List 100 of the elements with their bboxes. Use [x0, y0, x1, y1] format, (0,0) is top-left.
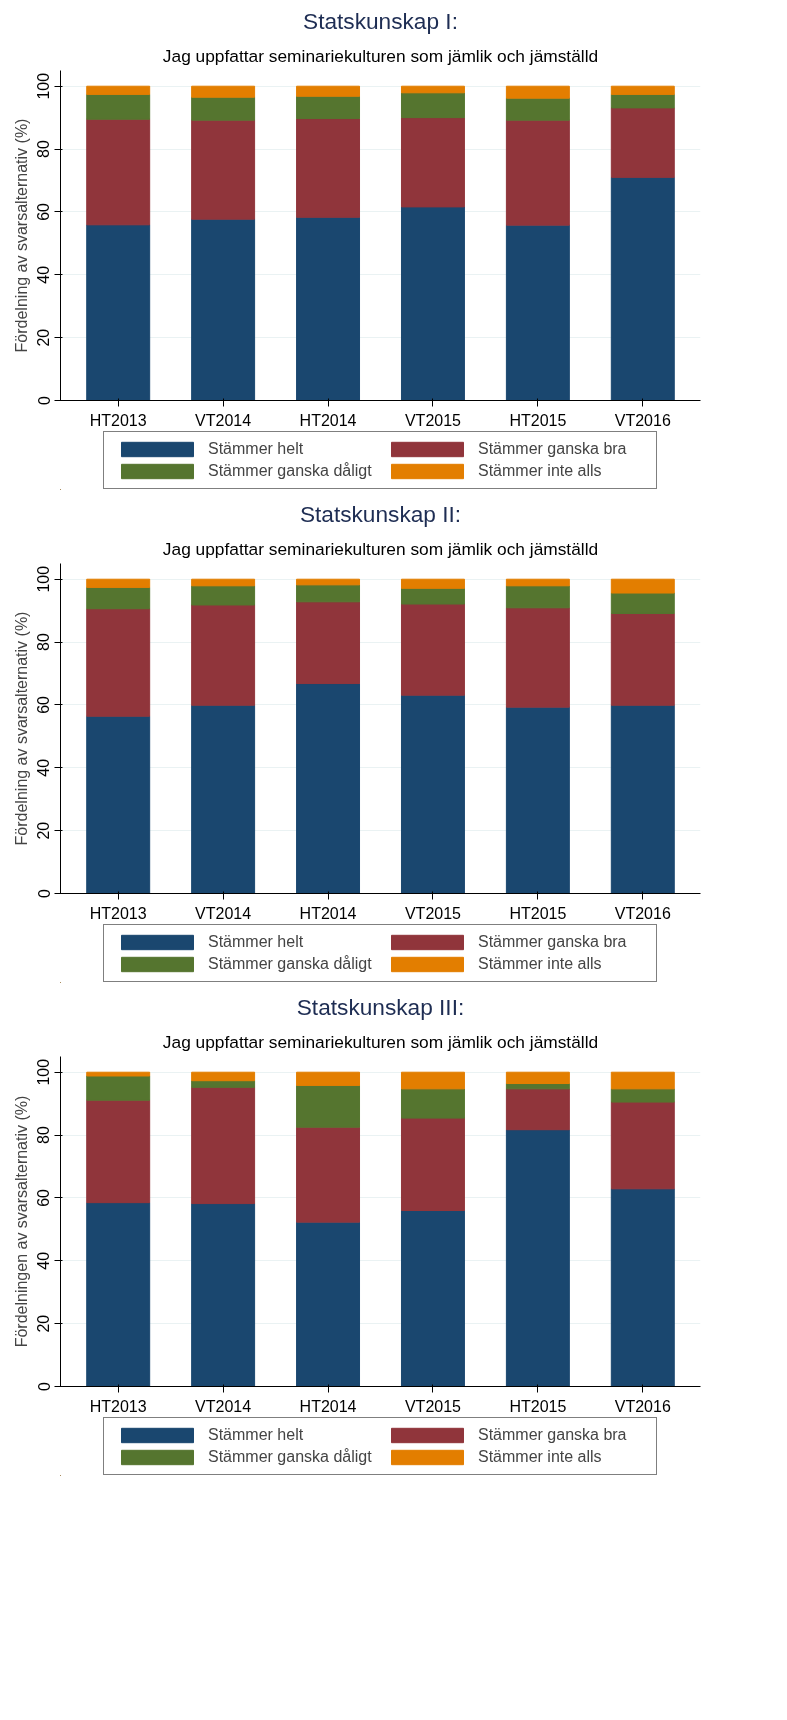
- bar: [191, 604, 256, 706]
- bar: [610, 612, 675, 706]
- bar: [505, 1129, 570, 1387]
- bar: [191, 85, 256, 98]
- bar: [505, 85, 570, 99]
- bar: [610, 592, 675, 614]
- bar: [296, 601, 361, 685]
- bar: [86, 1075, 151, 1101]
- bar: [610, 1088, 675, 1103]
- bar: [296, 683, 361, 894]
- bar: [191, 218, 256, 401]
- bar: [505, 585, 570, 609]
- x-tick-label: VT2015: [404, 1397, 462, 1415]
- x-tick-label: VT2015: [404, 904, 462, 922]
- bar: [610, 704, 675, 894]
- bar: [400, 587, 465, 605]
- bar: [191, 1080, 256, 1088]
- x-tick-label: HT2015: [509, 904, 567, 922]
- y-tick-label: 0: [35, 395, 53, 405]
- bar: [400, 1088, 465, 1119]
- bar: [296, 85, 361, 97]
- bar: [505, 706, 570, 894]
- bar: [86, 1202, 151, 1387]
- x-tick-label: HT2014: [299, 904, 357, 922]
- x-tick-label: HT2014: [299, 411, 357, 429]
- legend-label: Stämmer ganska dåligt: [208, 1448, 373, 1466]
- bar: [191, 1203, 256, 1387]
- bar: [505, 97, 570, 121]
- y-axis-title: Fördelningen av svarsalternativ (%): [12, 1095, 30, 1348]
- bar: [86, 93, 151, 120]
- y-tick-label: 20: [35, 821, 53, 840]
- x-tick-label: HT2013: [89, 904, 147, 922]
- bar: [505, 1071, 570, 1085]
- bar: [610, 1071, 675, 1090]
- bar: [191, 704, 256, 894]
- y-tick-label: 80: [35, 1126, 53, 1144]
- bar: [86, 1099, 151, 1204]
- bar: [191, 1086, 256, 1205]
- bar: [610, 1101, 675, 1190]
- bar: [86, 608, 151, 717]
- legend-label: Stämmer inte alls: [478, 462, 603, 480]
- y-tick-label: 40: [35, 1251, 53, 1270]
- y-tick-label: 100: [35, 565, 53, 593]
- bar: [505, 119, 570, 226]
- y-tick-label: 20: [35, 328, 53, 347]
- x-tick-label: HT2015: [509, 411, 567, 429]
- bar: [610, 85, 675, 95]
- bar: [296, 578, 361, 586]
- x-tick-label: VT2014: [195, 904, 252, 922]
- x-tick-label: HT2015: [509, 1397, 567, 1415]
- y-axis-title: Fördelning av svarsalternativ (%): [12, 118, 30, 353]
- bar: [86, 85, 151, 95]
- chart-title: Statskunskap I:: [303, 7, 458, 34]
- bar: [610, 107, 675, 178]
- bar: [400, 1210, 465, 1387]
- chart-title: Statskunskap II:: [299, 500, 462, 527]
- x-tick-label: HT2013: [89, 1397, 147, 1415]
- bar: [400, 578, 465, 589]
- x-tick-label: VT2014: [195, 411, 252, 429]
- bar: [610, 1188, 675, 1387]
- bar: [610, 578, 675, 594]
- bar: [296, 1126, 361, 1223]
- x-tick-label: VT2016: [614, 1397, 671, 1415]
- bar: [86, 118, 151, 226]
- bar: [296, 216, 361, 401]
- y-tick-label: 40: [35, 265, 53, 284]
- chart-subtitle: Jag uppfattar seminariekulturen som jämlik och jämställd: [162, 1031, 599, 1052]
- legend-label: Stämmer helt: [208, 440, 305, 458]
- bar: [86, 586, 151, 610]
- bar: [505, 1083, 570, 1090]
- legend-label: Stämmer inte alls: [478, 1448, 603, 1466]
- y-axis-title: Fördelning av svarsalternativ (%): [12, 611, 30, 846]
- bar: [296, 95, 361, 120]
- legend-label: Stämmer helt: [208, 933, 305, 951]
- bar: [400, 117, 465, 208]
- chart-title: Statskunskap III:: [296, 993, 465, 1020]
- bar: [400, 92, 465, 119]
- legend-label: Stämmer ganska bra: [478, 933, 628, 951]
- bar: [610, 93, 675, 109]
- bar: [400, 1071, 465, 1090]
- y-tick-label: 60: [35, 695, 53, 714]
- bar: [86, 1071, 151, 1077]
- bar: [296, 1084, 361, 1128]
- bar: [296, 118, 361, 218]
- y-tick-label: 20: [35, 1314, 53, 1333]
- legend-label: Stämmer ganska bra: [478, 1426, 628, 1444]
- y-tick-label: 80: [35, 140, 53, 158]
- bar: [191, 1071, 256, 1082]
- bar: [505, 224, 570, 401]
- bar: [505, 607, 570, 708]
- chart-subtitle: Jag uppfattar seminariekulturen som jämlik och jämställd: [162, 45, 599, 66]
- bar: [191, 96, 256, 121]
- y-tick-label: 60: [35, 202, 53, 221]
- y-tick-label: 100: [35, 1058, 53, 1086]
- bar: [191, 578, 256, 587]
- chart-subtitle: Jag uppfattar seminariekulturen som jämlik och jämställd: [162, 538, 599, 559]
- bar: [191, 585, 256, 606]
- bar: [296, 1071, 361, 1086]
- bar: [86, 715, 151, 894]
- x-tick-label: VT2014: [195, 1397, 252, 1415]
